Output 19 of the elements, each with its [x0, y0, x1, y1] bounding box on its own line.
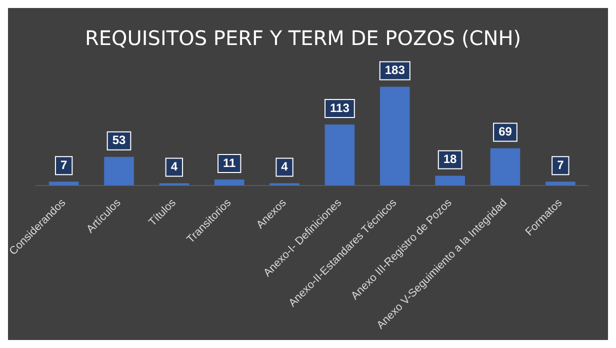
bar	[214, 179, 244, 186]
bar	[546, 182, 576, 186]
bar	[104, 156, 134, 186]
data-label: 18	[443, 152, 458, 166]
data-label: 7	[557, 158, 564, 172]
bar	[490, 148, 520, 186]
data-label: 183	[384, 63, 406, 78]
bar	[48, 182, 79, 186]
data-label: 4	[281, 160, 288, 174]
data-label: 4	[170, 160, 178, 174]
data-label: 69	[498, 124, 512, 139]
bar	[380, 86, 410, 186]
bar	[435, 176, 465, 186]
data-label: 7	[60, 158, 68, 172]
data-label: 53	[112, 133, 126, 148]
data-label: 11	[223, 156, 236, 170]
chart-title: REQUISITOS PERF Y TERM DE POZOS (CNH)	[84, 26, 522, 50]
bar	[324, 124, 355, 186]
data-label: 113	[330, 100, 350, 115]
